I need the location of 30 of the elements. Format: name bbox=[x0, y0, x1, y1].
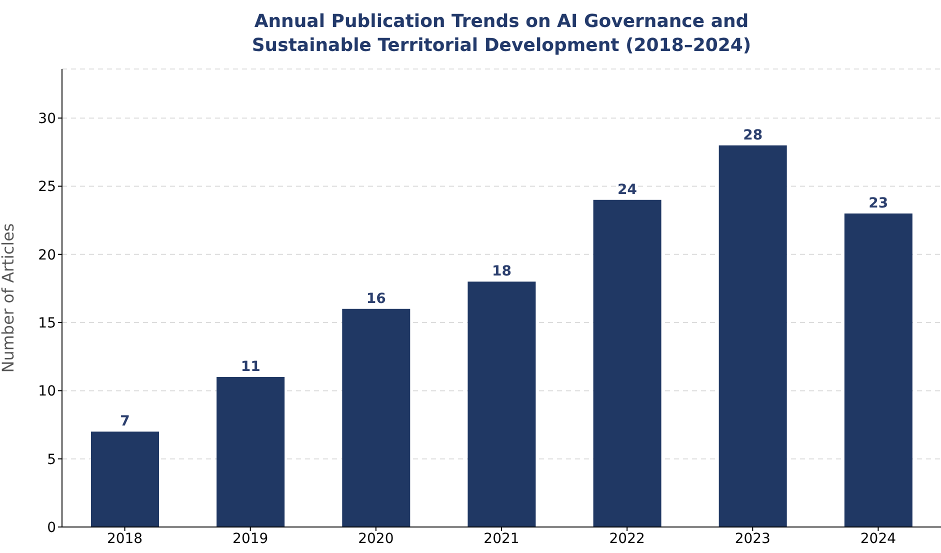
bar bbox=[342, 308, 410, 527]
x-tick-label: 2023 bbox=[734, 530, 770, 547]
y-tick-label: 15 bbox=[38, 316, 56, 332]
x-tick-label: 2019 bbox=[232, 530, 268, 547]
chart-title: Annual Publication Trends on AI Governance and Sustainable Territorial Development (2018–2024) bbox=[250, 10, 752, 58]
y-tick-label: 20 bbox=[38, 247, 56, 264]
x-tick-label: 2024 bbox=[860, 530, 896, 547]
data-label: 11 bbox=[240, 359, 260, 376]
y-tick-label: 30 bbox=[38, 111, 56, 128]
data-label: 7 bbox=[120, 414, 130, 430]
bar bbox=[216, 377, 285, 527]
bar bbox=[468, 282, 536, 527]
bar bbox=[593, 200, 662, 527]
y-tick-label: 5 bbox=[47, 452, 56, 468]
x-tick-label: 2020 bbox=[358, 530, 394, 547]
data-label: 24 bbox=[618, 182, 638, 198]
bar bbox=[718, 145, 787, 527]
data-label: 23 bbox=[868, 195, 888, 212]
data-label: 16 bbox=[366, 290, 386, 307]
bar bbox=[91, 432, 159, 527]
x-tick-label: 2021 bbox=[484, 530, 520, 547]
y-tick-label: 10 bbox=[38, 384, 56, 400]
x-tick-label: 2022 bbox=[609, 530, 645, 547]
data-label: 28 bbox=[743, 127, 763, 144]
x-tick-label: 2018 bbox=[106, 530, 143, 547]
y-axis-title: Number of Articles bbox=[0, 223, 18, 373]
y-tick-label: 25 bbox=[38, 179, 56, 196]
bar bbox=[844, 213, 912, 527]
y-tick-label: 0 bbox=[47, 520, 56, 536]
data-label: 18 bbox=[492, 264, 512, 280]
